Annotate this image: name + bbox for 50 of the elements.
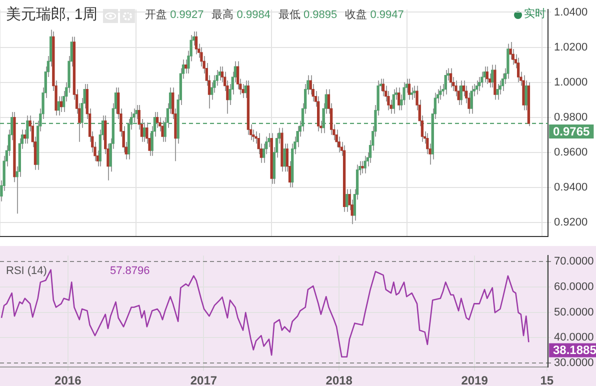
y-tick-label: 70.0000 — [554, 256, 594, 268]
candlestick — [516, 57, 520, 83]
candlestick — [60, 96, 63, 113]
candlestick — [449, 68, 452, 88]
candlestick — [161, 120, 164, 142]
ref-line-label: 0.9765 — [553, 124, 590, 138]
candlestick — [486, 66, 488, 85]
y-tick-label: 1.0200 — [554, 41, 588, 54]
y-tick-label: 40.0000 — [554, 332, 594, 344]
x-tick-label: 2017 — [190, 374, 218, 386]
x-tick-label: 2019 — [461, 374, 488, 386]
candlestick — [194, 30, 198, 55]
candlestick — [392, 88, 395, 114]
candlestick — [475, 80, 478, 96]
x-tick-label: 2018 — [326, 374, 353, 386]
text: RSI (14) — [6, 265, 47, 277]
x-tick-label: 15 — [540, 374, 554, 386]
y-tick-label: 1.0000 — [554, 76, 588, 88]
candlestick — [444, 70, 447, 96]
candlestick — [410, 87, 414, 100]
candlestick — [57, 96, 60, 116]
y-tick-label: 30.0000 — [554, 356, 594, 369]
annotation: 57.8796 — [110, 265, 150, 277]
annotation: 实时 — [524, 8, 546, 20]
candlestick — [491, 64, 494, 88]
annotation: 收盘 0.9947 — [345, 9, 404, 21]
y-tick-label: 50.0000 — [554, 306, 594, 318]
chart-title: 美元瑞郎, 1周 — [6, 6, 98, 23]
candlestick — [413, 85, 416, 99]
text: 38.1885 — [553, 343, 596, 357]
y-tick-label: 0.9400 — [554, 181, 588, 194]
y-tick-label: 1.0400 — [554, 6, 588, 18]
candlestick — [470, 85, 473, 114]
y-tick-label: 60.0000 — [554, 281, 594, 294]
candlestick — [398, 87, 400, 111]
x-tick-label: 2016 — [54, 374, 82, 386]
y-tick-label: 0.9200 — [554, 216, 588, 228]
candlestick — [346, 188, 348, 212]
annotation: 最低 0.9895 — [278, 9, 338, 21]
candlestick — [408, 78, 411, 100]
candlestick — [439, 85, 442, 100]
y-tick-label: 0.9600 — [554, 146, 588, 158]
candlestick — [283, 143, 286, 172]
candlestick — [460, 80, 463, 106]
candlestick — [364, 155, 366, 174]
candlestick — [496, 84, 499, 100]
annotation: 最高 0.9984 — [212, 9, 270, 21]
annotation: 开盘 0.9927 — [145, 9, 204, 21]
y-tick-label: 0.9800 — [554, 111, 588, 124]
candlestick — [361, 160, 364, 174]
